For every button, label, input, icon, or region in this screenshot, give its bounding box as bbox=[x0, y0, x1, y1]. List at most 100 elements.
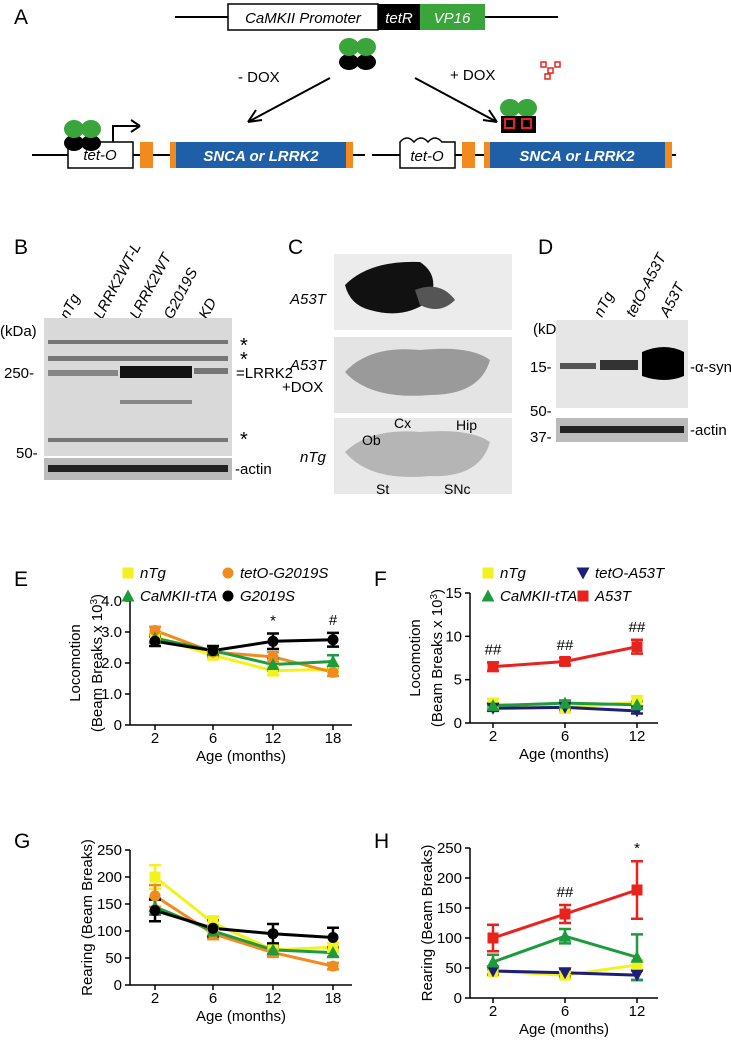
lane-label: nTg bbox=[591, 288, 618, 319]
utr bbox=[170, 142, 176, 168]
transcription-arrow bbox=[112, 119, 141, 142]
y-tick-label: 0 bbox=[454, 990, 462, 1007]
legend-label: tetO-G2019S bbox=[240, 565, 328, 582]
x-tick-label: 2 bbox=[151, 990, 159, 1007]
marker bbox=[266, 658, 280, 671]
label-part: 3 bbox=[89, 599, 100, 605]
y-tick-label: 0 bbox=[114, 717, 122, 734]
band bbox=[600, 360, 638, 370]
marker bbox=[149, 890, 161, 902]
x-axis-label: Age (months) bbox=[519, 1021, 609, 1038]
x-axis-label: Age (months) bbox=[519, 746, 609, 763]
x-tick-label: 2 bbox=[151, 730, 159, 747]
legend-entry: tetO-A53T bbox=[576, 565, 666, 582]
panel-letter: H bbox=[374, 830, 389, 853]
teto-label: tet-O bbox=[410, 148, 444, 165]
marker bbox=[326, 946, 340, 959]
tetr-label: tetR bbox=[385, 10, 413, 27]
region-label: St bbox=[376, 481, 389, 497]
x-axis-label: Age (months) bbox=[196, 1008, 286, 1025]
legend-entry: nTg bbox=[122, 565, 167, 582]
marker bbox=[326, 654, 340, 667]
marker bbox=[559, 908, 571, 920]
y-tick-label: 0 bbox=[454, 715, 462, 732]
legend-label: CaMKII-tTA bbox=[140, 588, 217, 605]
band-label: -actin bbox=[235, 461, 272, 478]
marker bbox=[558, 696, 572, 709]
marker-label: 15- bbox=[530, 359, 552, 376]
vp16-label: VP16 bbox=[434, 10, 471, 27]
condition-label: - DOX bbox=[238, 69, 280, 86]
legend-label: CaMKII-tTA bbox=[500, 588, 577, 605]
legend-entry: A53T bbox=[577, 588, 633, 605]
label-part: (Beam Breaks x 10 bbox=[89, 605, 106, 733]
y-tick-label: 250 bbox=[437, 840, 462, 857]
vp16-box bbox=[420, 4, 485, 30]
annotation: ## bbox=[557, 884, 574, 901]
marker bbox=[558, 967, 572, 980]
marker bbox=[267, 665, 279, 677]
legend-entry: G2019S bbox=[222, 588, 295, 605]
band-label: * bbox=[240, 349, 248, 371]
y-tick-label: 100 bbox=[437, 930, 462, 947]
gene-label: SNCA or LRRK2 bbox=[519, 148, 635, 165]
label-part: (Beam Breaks x 10 bbox=[429, 600, 446, 728]
line-chart: F 0 5 10 15 2 6 12 Age (months) Locomotion (Beam B… bbox=[374, 565, 666, 763]
row-label: +DOX bbox=[282, 379, 323, 396]
legend-entry: nTg bbox=[482, 565, 527, 582]
marker bbox=[576, 567, 590, 580]
annotation: ## bbox=[485, 641, 502, 658]
y-tick-label: 150 bbox=[97, 896, 122, 913]
y-tick-label: 100 bbox=[97, 923, 122, 940]
marker-label: 50- bbox=[530, 403, 552, 420]
legend-entry: CaMKII-tTA bbox=[121, 588, 217, 605]
bands bbox=[48, 340, 228, 442]
y-tick-label: 50 bbox=[445, 960, 462, 977]
y-axis-label: Locomotion bbox=[407, 619, 424, 697]
legend-label: nTg bbox=[500, 565, 527, 582]
condition-label: + DOX bbox=[450, 67, 495, 84]
y-tick-label: 250 bbox=[97, 842, 122, 859]
marker bbox=[631, 959, 643, 971]
label-part: Locomotion bbox=[67, 624, 84, 702]
x-tick-label: 12 bbox=[629, 728, 646, 745]
marker bbox=[207, 922, 219, 934]
annotation: # bbox=[329, 612, 338, 629]
marker bbox=[486, 699, 500, 712]
marker-label: 250- bbox=[4, 365, 34, 382]
marker bbox=[630, 950, 644, 963]
tetr-box bbox=[378, 4, 420, 30]
marker bbox=[222, 590, 234, 602]
x-tick-label: 18 bbox=[325, 990, 342, 1007]
label-part: Rearing (Beam Breaks) bbox=[79, 839, 96, 996]
x-tick-label: 6 bbox=[561, 728, 569, 745]
x-tick-label: 12 bbox=[265, 990, 282, 1007]
row-label: A53T bbox=[289, 357, 328, 374]
marker bbox=[327, 666, 339, 678]
stain bbox=[345, 431, 490, 477]
annotation: ## bbox=[629, 619, 646, 636]
band bbox=[560, 363, 596, 369]
label-part: Rearing (Beam Breaks) bbox=[419, 845, 436, 1002]
marker bbox=[631, 884, 643, 896]
utr bbox=[346, 142, 353, 168]
marker-label: 50- bbox=[16, 445, 38, 462]
y-tick-label: 2.0 bbox=[101, 655, 122, 672]
marker bbox=[267, 635, 279, 647]
marker bbox=[207, 645, 219, 657]
marker-label: 37- bbox=[530, 429, 552, 446]
y-axis-label: Locomotion bbox=[67, 624, 84, 702]
gene-label: SNCA or LRRK2 bbox=[203, 148, 319, 165]
marker bbox=[267, 651, 279, 663]
marker bbox=[482, 567, 494, 579]
region-label: Cx bbox=[394, 415, 411, 431]
marker bbox=[149, 624, 161, 636]
marker bbox=[577, 590, 589, 602]
gene-box bbox=[490, 142, 665, 168]
teto-box bbox=[399, 137, 456, 169]
band-label: -actin bbox=[690, 422, 727, 439]
label-part: ) bbox=[429, 589, 446, 594]
marker bbox=[149, 635, 161, 647]
marker bbox=[267, 928, 279, 940]
